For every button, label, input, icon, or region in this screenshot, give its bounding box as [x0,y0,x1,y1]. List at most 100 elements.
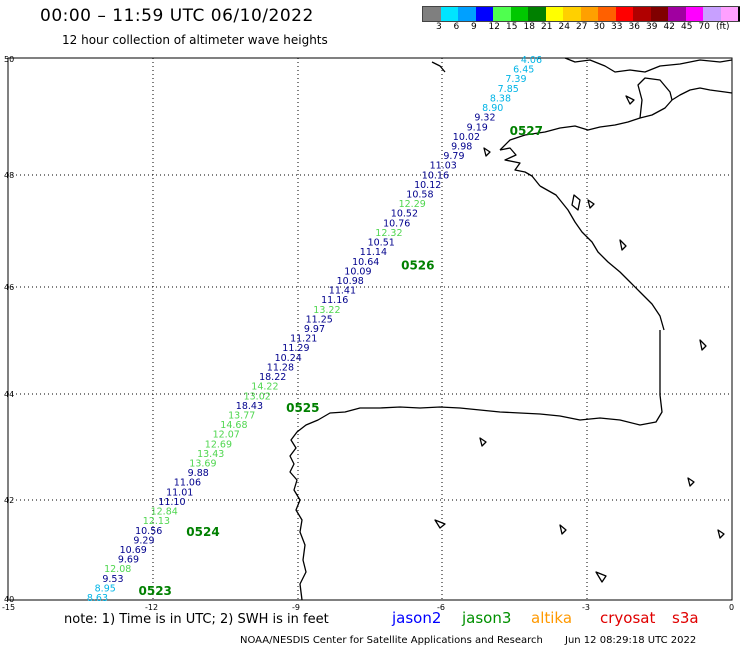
wave-height-label: 13.22 [313,305,340,316]
lat-axis: 50 48 46 44 42 40 [4,55,14,604]
colorbar-swatch [580,7,598,21]
colorbar-label: 18 [523,22,535,32]
colorbar-swatch [633,7,651,21]
wave-height-label: 9.69 [118,555,139,566]
wave-height-label: 12.13 [143,516,170,527]
colorbar-label: 45 [681,22,693,32]
page-title: 00:00 – 11:59 UTC 06/10/2022 [40,6,314,26]
colorbar-swatch [563,7,581,21]
wave-height-label: 14.68 [220,420,247,431]
wave-height-label: 12.32 [375,228,402,239]
map-frame [7,57,733,601]
colorbar-label: (ft) [716,22,730,32]
wave-height-label: 13.43 [197,449,224,460]
colorbar-label: 36 [628,22,640,32]
lat-label: 50 [4,55,14,64]
colorbar-label: 39 [646,22,658,32]
page-subtitle: 12 hour collection of altimeter wave hei… [62,33,328,47]
pass-time-label: 0525 [286,401,319,415]
colorbar-label: 9 [471,22,477,32]
wave-height-label: 8.95 [95,583,116,594]
legend-jason2: jason2 [392,609,442,627]
wave-height-label: 10.76 [383,218,410,229]
wave-height-label: 10.09 [344,266,371,277]
lat-label: 48 [4,171,14,180]
wave-height-label: 8.90 [482,103,503,114]
wave-height-label: 13.69 [189,459,216,470]
colorbar-swatch [650,7,668,21]
wave-height-label: 9.79 [443,151,464,162]
colorbar-swatch [423,7,441,21]
generated-timestamp: Jun 12 08:29:18 UTC 2022 [565,635,697,646]
colorbar-swatch [668,7,686,21]
colorbar-label: 27 [576,22,588,32]
pass-time-label: 0523 [139,584,172,598]
graticule [8,58,732,600]
colorbar-label: 70 [698,22,710,32]
colorbar-label: 21 [541,22,553,32]
wave-height-label: 11.16 [321,295,348,306]
wave-height-label: 8.38 [490,93,511,104]
wave-height-label: 9.97 [304,324,325,335]
lat-label: 46 [4,283,14,292]
colorbar-label: 12 [488,22,500,32]
pass-time-label: 0524 [186,525,219,539]
wave-height-label: 9.53 [102,574,123,585]
lon-label: -6 [437,603,445,612]
wave-height-label: 11.29 [282,343,309,354]
colorbar-label: 30 [593,22,605,32]
wave-height-label: 10.24 [275,353,302,364]
wave-height-label: 12.84 [151,507,178,518]
colorbar-label: 24 [558,22,570,32]
wave-height-label: 11.28 [267,362,294,373]
wave-height-label: 12.69 [205,439,232,450]
colorbar-swatch [598,7,616,21]
colorbar-swatch [615,7,633,21]
pass-time-label: 0527 [510,124,543,138]
wave-height-label: 9.88 [188,468,209,479]
wave-height-label: 11.14 [360,247,387,258]
wave-height-label: 8.63 [87,593,108,604]
legend-altika: altika [531,609,573,627]
colorbar-swatch [458,7,476,21]
colorbar-label: 6 [453,22,460,32]
legend-cryosat: cryosat [600,609,656,627]
wave-height-label: 18.43 [236,401,263,412]
wave-height-label: 11.25 [306,314,333,325]
colorbar-swatch [703,7,721,21]
wave-height-label: 11.01 [166,487,193,498]
colorbar-swatch [510,7,528,21]
lon-label: -9 [292,603,300,612]
altimeter-track: 4.066.457.397.858.388.909.329.1910.029.9… [87,55,543,604]
colorbar-label: 15 [506,22,518,32]
colorbar-swatch [720,7,738,21]
lon-label: 0 [729,603,734,612]
wave-height-label: 7.85 [498,84,519,95]
footer-note: note: 1) Time is in UTC; 2) SWH is in fe… [64,612,329,627]
coastline [289,57,733,601]
wave-height-label: 9.98 [451,142,472,153]
wave-height-label: 18.22 [259,372,286,383]
colorbar-swatch [440,7,458,21]
credit-text: NOAA/NESDIS Center for Satellite Applica… [240,635,543,646]
wave-height-label: 9.32 [474,113,495,124]
colorbar-swatch [545,7,563,21]
wave-height-label: 10.64 [352,257,379,268]
wave-height-label: 11.03 [430,161,457,172]
wave-height-label: 12.29 [399,199,426,210]
wave-height-label: 13.77 [228,411,255,422]
wave-height-label: 10.98 [337,276,364,287]
wave-height-label: 10.02 [453,132,480,143]
colorbar-label: 33 [611,22,623,32]
wave-height-label: 10.12 [414,180,441,191]
colorbar-swatch [493,7,511,21]
wave-height-label: 10.69 [120,545,147,556]
wave-height-label: 11.10 [158,497,185,508]
lat-label: 40 [4,595,14,604]
wave-height-label: 13.02 [244,391,271,402]
wave-height-label: 6.45 [513,65,534,76]
colorbar-swatch [685,7,703,21]
colorbar-swatch [475,7,493,21]
wave-height-label: 12.07 [213,430,240,441]
